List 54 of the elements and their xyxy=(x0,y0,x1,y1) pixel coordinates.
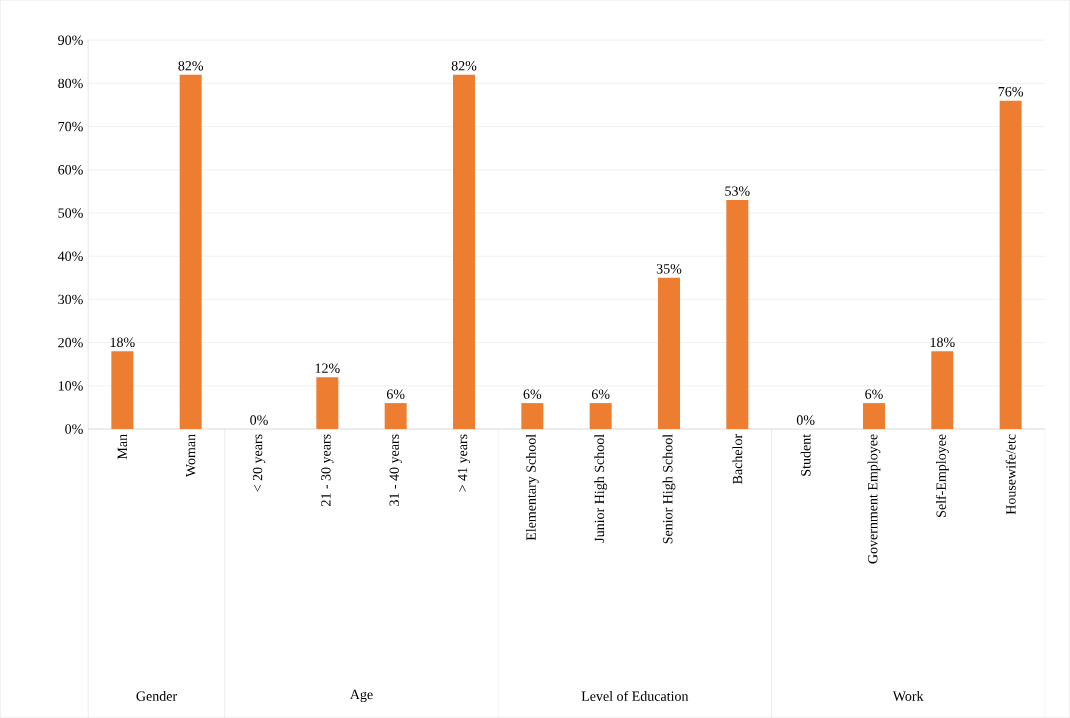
x-tick-label: 31 - 40 years xyxy=(389,434,402,506)
x-tick-label: Senior High School xyxy=(662,434,676,544)
bar xyxy=(111,351,134,429)
y-tick-label: 80% xyxy=(58,78,83,89)
text: Gender xyxy=(136,690,177,701)
bar xyxy=(179,74,202,429)
y-tick-label: 50% xyxy=(58,208,83,218)
y-tick-label: 20% xyxy=(58,337,83,348)
bar xyxy=(862,403,885,429)
text: Level of Education xyxy=(581,690,689,701)
bar xyxy=(521,403,544,429)
y-tick-label: 90% xyxy=(58,35,83,45)
x-tick-label: Housewife/etc xyxy=(1005,434,1016,515)
data-label: 12% xyxy=(315,363,340,373)
x-tick-label: Government Employee xyxy=(867,434,881,564)
x-tick-label: Woman xyxy=(185,434,196,477)
bar xyxy=(931,351,954,429)
x-tick-label: < 20 years xyxy=(252,434,266,492)
y-tick-label: 30% xyxy=(58,294,83,305)
x-tick-label: 21 - 30 years xyxy=(321,434,334,506)
y-tick-label: 40% xyxy=(57,251,83,261)
x-tick-label: Junior High School xyxy=(594,434,608,543)
data-label: 76% xyxy=(998,86,1023,97)
x-tick-label: Student xyxy=(800,433,811,476)
data-label: 6% xyxy=(865,389,883,399)
bar xyxy=(658,277,680,429)
data-label: 82% xyxy=(451,60,477,71)
data-label: 6% xyxy=(523,389,542,399)
y-tick-label: 60% xyxy=(58,164,83,175)
data-label: 18% xyxy=(110,337,135,348)
x-tick-label: Self-Employee xyxy=(935,434,949,517)
y-tick-label: 0% xyxy=(65,424,83,434)
bar xyxy=(999,100,1022,429)
text: Age xyxy=(349,689,373,703)
bar xyxy=(384,403,407,429)
data-label: 53% xyxy=(725,186,750,196)
x-tick-label: Bachelor xyxy=(732,433,743,484)
data-label: 0% xyxy=(796,415,815,425)
data-label: 82% xyxy=(178,60,204,71)
x-tick-label: Man xyxy=(117,434,127,460)
y-tick-label: 10% xyxy=(58,381,83,391)
text: Work xyxy=(892,690,924,701)
data-label: 35% xyxy=(656,264,682,274)
data-label: 0% xyxy=(250,415,268,425)
bar xyxy=(453,74,475,429)
data-label: 6% xyxy=(386,389,405,399)
data-label: 18% xyxy=(930,337,955,348)
x-tick-label: > 41 years xyxy=(457,434,471,492)
bar xyxy=(589,403,612,429)
y-tick-label: 70% xyxy=(58,121,83,132)
bar xyxy=(316,377,339,429)
x-tick-label: Elementary School xyxy=(525,434,539,541)
bar xyxy=(726,199,749,429)
data-label: 6% xyxy=(591,389,610,399)
